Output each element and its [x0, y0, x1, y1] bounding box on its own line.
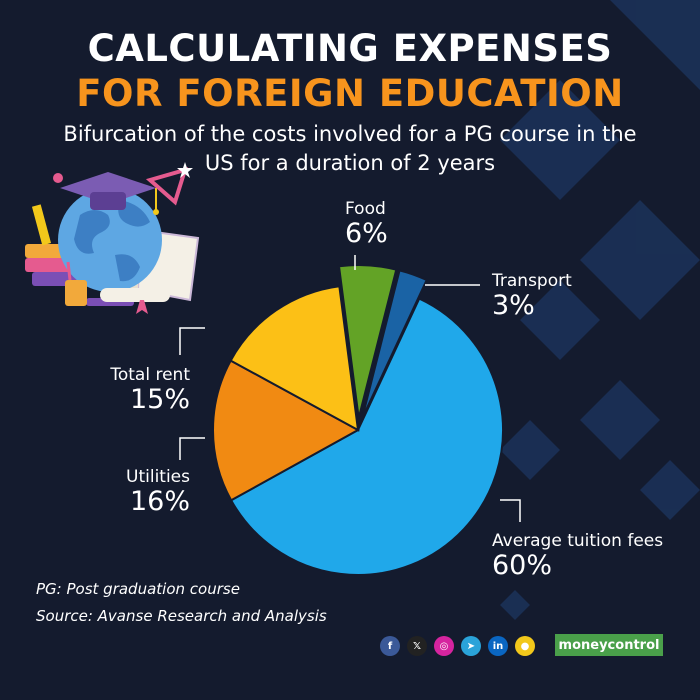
slice-label-utilities: Utilities 16% — [100, 468, 190, 516]
slice-name-utilities: Utilities — [126, 467, 190, 487]
slice-value-total-rent: 15% — [129, 383, 190, 415]
pie-slice-food — [337, 264, 398, 419]
globe-icon — [58, 188, 162, 306]
source-note: Source: Avanse Research and Analysis — [36, 607, 327, 625]
graduation-cap-icon — [60, 172, 159, 215]
star-icon — [177, 162, 193, 178]
leader-line-tuition — [500, 499, 521, 522]
diploma-scroll-icon — [100, 288, 170, 314]
background-diamonds — [500, 0, 700, 620]
slice-label-tuition: Average tuition fees 60% — [492, 532, 663, 580]
social-links: f 𝕏 ◎ ➤ in ● — [380, 636, 535, 656]
slice-value-tuition: 60% — [492, 549, 553, 581]
linkedin-icon[interactable]: in — [488, 636, 508, 656]
ruler-triangle-icon — [145, 167, 189, 206]
instagram-icon[interactable]: ◎ — [434, 636, 454, 656]
pencil-icon — [31, 204, 52, 246]
slice-name-total-rent: Total rent — [110, 365, 190, 385]
koo-icon[interactable]: ● — [515, 636, 535, 656]
telegram-icon[interactable]: ➤ — [461, 636, 481, 656]
x-icon[interactable]: 𝕏 — [407, 636, 427, 656]
slice-label-transport: Transport 3% — [492, 272, 572, 320]
pie-slice-utilities — [212, 359, 361, 502]
slice-value-transport: 3% — [492, 289, 535, 321]
education-illustration — [25, 162, 200, 314]
page-title: CALCULATING EXPENSES — [87, 27, 613, 70]
footnote: PG: Post graduation course — [36, 580, 240, 598]
slice-label-total-rent: Total rent 15% — [100, 366, 190, 414]
facebook-icon[interactable]: f — [380, 636, 400, 656]
page-subtitle: Bifurcation of the costs involved for a … — [63, 122, 637, 175]
pie-slice-transport — [361, 269, 429, 420]
slice-value-food: 6% — [345, 217, 388, 249]
pie-slice-average-tuition-fees — [229, 297, 504, 576]
leader-lines — [179, 255, 521, 522]
brand-logo: moneycontrol — [555, 634, 663, 656]
slice-value-utilities: 16% — [129, 485, 190, 517]
slice-name-food: Food — [345, 199, 386, 219]
slice-name-tuition: Average tuition fees — [492, 531, 664, 551]
slice-label-food: Food 6% — [345, 200, 388, 248]
leader-line-total-rent — [179, 327, 205, 355]
location-pin-icon — [53, 173, 63, 183]
pencil-cup-icon — [65, 259, 87, 306]
pie-slice-total-rent — [229, 285, 360, 432]
leader-line-utilities — [179, 437, 205, 460]
page-title-accent: FOR FOREIGN EDUCATION — [76, 72, 624, 115]
slice-name-transport: Transport — [492, 271, 572, 291]
